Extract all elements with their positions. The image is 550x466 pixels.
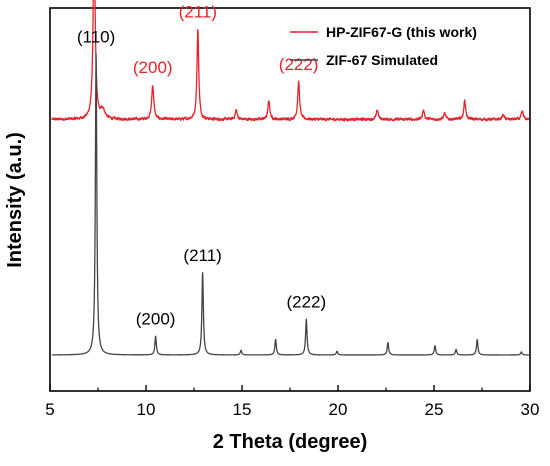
x-axis-ticks: 5 10 15 20 25 30 xyxy=(45,385,539,419)
x-tick-label: 30 xyxy=(521,400,540,419)
peak-label: (200) xyxy=(136,309,176,328)
x-tick-label: 25 xyxy=(425,400,444,419)
legend-label-hp-zif67-g: HP-ZIF67-G (this work) xyxy=(326,24,477,40)
series-line-1 xyxy=(51,53,530,356)
x-tick-label: 10 xyxy=(137,400,156,419)
peak-label: (211) xyxy=(179,2,217,21)
peak-label: (211) xyxy=(183,246,221,265)
peak-label: (110) xyxy=(77,27,115,46)
legend-label-zif67-simulated: ZIF-67 Simulated xyxy=(326,52,438,68)
series-line-0 xyxy=(51,0,530,122)
x-tick-label: 15 xyxy=(233,400,252,419)
x-axis-label: 2 Theta (degree) xyxy=(213,431,367,453)
peak-annotations: (110)(200)(211)(222)(110)(200)(211)(222) xyxy=(77,2,326,328)
y-axis-label: Intensity (a.u.) xyxy=(4,132,26,268)
peak-label: (222) xyxy=(279,55,319,74)
x-tick-label: 5 xyxy=(45,400,54,419)
x-tick-label: 20 xyxy=(329,400,348,419)
series-group xyxy=(51,0,530,356)
peak-label: (222) xyxy=(286,292,326,311)
peak-label: (200) xyxy=(133,58,173,77)
legend: HP-ZIF67-G (this work) ZIF-67 Simulated xyxy=(290,24,477,68)
